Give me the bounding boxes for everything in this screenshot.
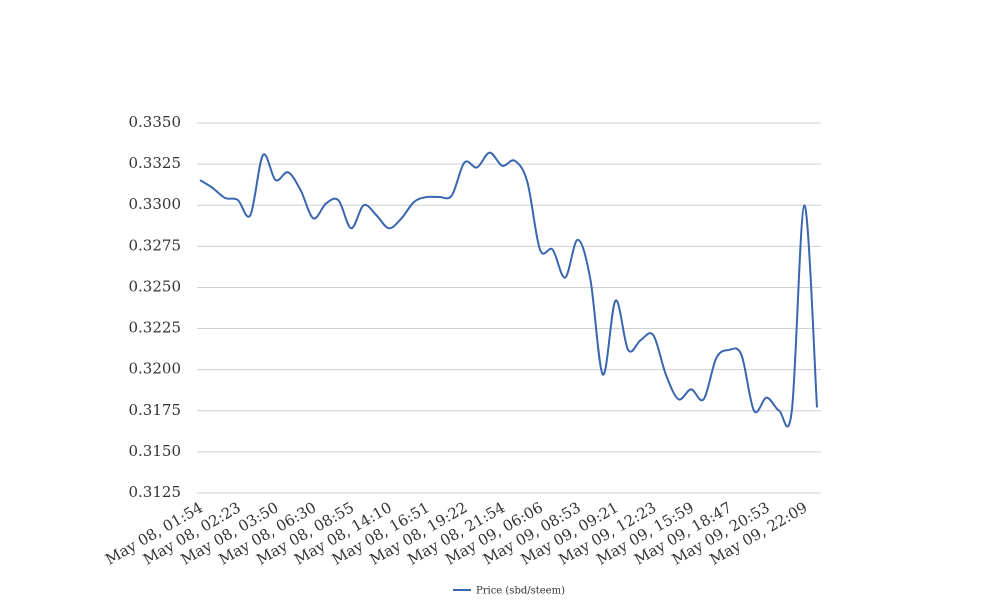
y-tick-label: 0.3300 bbox=[129, 195, 182, 213]
y-tick-label: 0.3250 bbox=[129, 277, 182, 295]
y-tick-label: 0.3175 bbox=[129, 401, 182, 419]
price-line bbox=[199, 151, 818, 428]
y-tick-label: 0.3325 bbox=[129, 154, 182, 172]
y-tick-label: 0.3200 bbox=[129, 360, 182, 378]
y-tick-label: 0.3350 bbox=[129, 113, 182, 131]
legend-label: Price (sbd/steem) bbox=[476, 586, 565, 597]
y-tick-label: 0.3275 bbox=[129, 236, 182, 254]
y-tick-label: 0.3225 bbox=[129, 319, 182, 337]
y-tick-label: 0.3125 bbox=[129, 483, 182, 501]
y-tick-label: 0.3150 bbox=[129, 442, 182, 460]
